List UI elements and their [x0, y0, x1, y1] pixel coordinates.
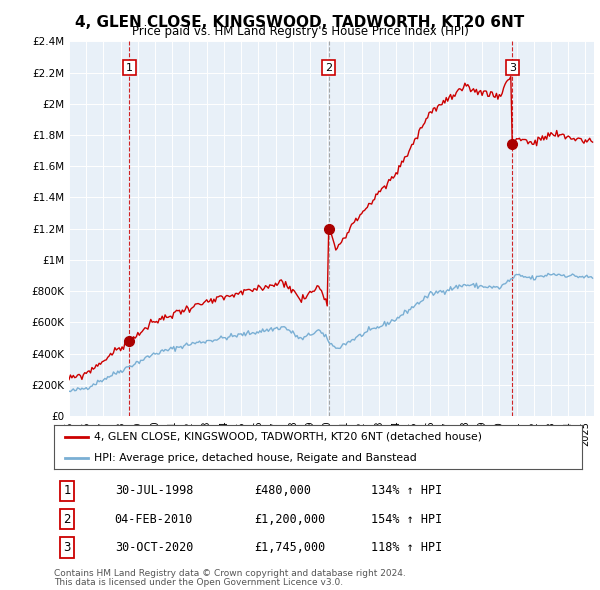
- Text: HPI: Average price, detached house, Reigate and Banstead: HPI: Average price, detached house, Reig…: [94, 453, 416, 463]
- Text: 134% ↑ HPI: 134% ↑ HPI: [371, 484, 442, 497]
- Text: 3: 3: [509, 63, 516, 73]
- Text: 4, GLEN CLOSE, KINGSWOOD, TADWORTH, KT20 6NT: 4, GLEN CLOSE, KINGSWOOD, TADWORTH, KT20…: [76, 15, 524, 30]
- Text: 2: 2: [325, 63, 332, 73]
- Text: £480,000: £480,000: [254, 484, 311, 497]
- Text: 04-FEB-2010: 04-FEB-2010: [115, 513, 193, 526]
- Text: 30-JUL-1998: 30-JUL-1998: [115, 484, 193, 497]
- Text: 30-OCT-2020: 30-OCT-2020: [115, 541, 193, 554]
- Text: 1: 1: [126, 63, 133, 73]
- Text: 2: 2: [64, 513, 71, 526]
- Text: 4, GLEN CLOSE, KINGSWOOD, TADWORTH, KT20 6NT (detached house): 4, GLEN CLOSE, KINGSWOOD, TADWORTH, KT20…: [94, 432, 482, 442]
- Text: This data is licensed under the Open Government Licence v3.0.: This data is licensed under the Open Gov…: [54, 578, 343, 587]
- Text: Contains HM Land Registry data © Crown copyright and database right 2024.: Contains HM Land Registry data © Crown c…: [54, 569, 406, 578]
- Text: £1,745,000: £1,745,000: [254, 541, 326, 554]
- Text: 1: 1: [64, 484, 71, 497]
- Text: £1,200,000: £1,200,000: [254, 513, 326, 526]
- Text: Price paid vs. HM Land Registry's House Price Index (HPI): Price paid vs. HM Land Registry's House …: [131, 25, 469, 38]
- Text: 118% ↑ HPI: 118% ↑ HPI: [371, 541, 442, 554]
- Text: 3: 3: [64, 541, 71, 554]
- Text: 154% ↑ HPI: 154% ↑ HPI: [371, 513, 442, 526]
